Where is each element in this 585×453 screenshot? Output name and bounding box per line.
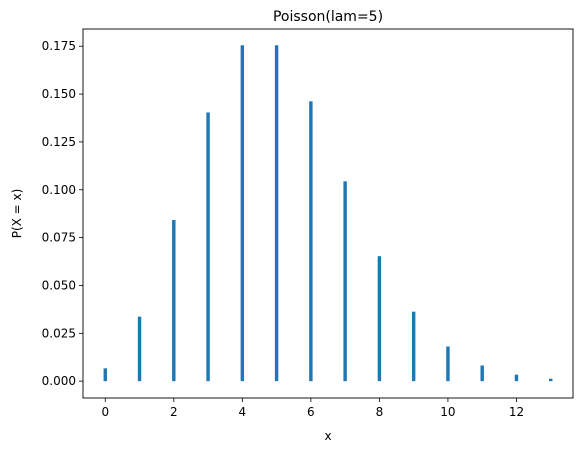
- bar-x-11: [480, 365, 484, 382]
- y-tick-label: 0.100: [42, 183, 76, 197]
- bar-x-2: [172, 220, 176, 382]
- x-tick-label: 8: [376, 405, 384, 419]
- bar-x-5: [274, 45, 279, 382]
- plot-frame: [82, 28, 574, 399]
- x-tick-label: 4: [239, 405, 247, 419]
- bar-x-8: [377, 256, 382, 382]
- x-tick-label: 0: [101, 405, 109, 419]
- bar-x-13: [549, 378, 553, 382]
- x-axis-label: x: [324, 429, 331, 443]
- bar-x-10: [446, 346, 450, 382]
- y-tick-label: 0.000: [42, 374, 76, 388]
- x-tick-label: 10: [440, 405, 455, 419]
- y-tick-label: 0.175: [42, 39, 76, 53]
- y-axis-label: P(X = x): [10, 189, 24, 239]
- chart-title: Poisson(lam=5): [273, 9, 383, 25]
- y-tick-label: 0.025: [42, 326, 76, 340]
- bar-x-1: [137, 316, 142, 382]
- y-tick-label: 0.125: [42, 135, 76, 149]
- x-axis: 0 2 4 6 8 10 12: [101, 398, 524, 419]
- y-axis: 0.000 0.025 0.050 0.075 0.100 0.125 0.150 0.175: [42, 39, 83, 388]
- bar-x-3: [206, 112, 210, 382]
- bar-x-9: [411, 311, 416, 382]
- bars-group: [103, 45, 553, 382]
- bar-x-6: [309, 101, 313, 382]
- y-tick-label: 0.050: [42, 278, 76, 292]
- bar-x-12: [514, 374, 519, 382]
- x-tick-label: 6: [307, 405, 315, 419]
- bar-x-4: [240, 45, 245, 382]
- bar-x-0: [103, 368, 107, 382]
- y-tick-label: 0.150: [42, 87, 76, 101]
- bar-x-7: [343, 181, 347, 382]
- y-tick-label: 0.075: [42, 231, 76, 245]
- x-tick-label: 12: [509, 405, 524, 419]
- x-tick-label: 2: [170, 405, 178, 419]
